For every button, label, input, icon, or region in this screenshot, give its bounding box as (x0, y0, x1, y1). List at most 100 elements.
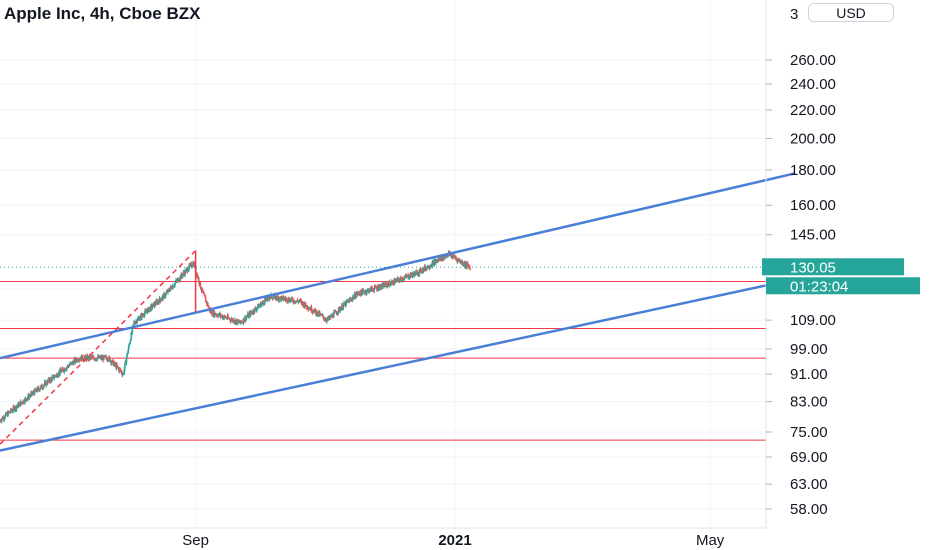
candle-body (388, 281, 391, 284)
candle-body (353, 296, 355, 299)
candle-body (354, 297, 357, 299)
candle-body (313, 310, 315, 313)
candle-body (141, 313, 144, 316)
candle-body (222, 317, 225, 319)
candle-body (59, 369, 61, 375)
candle-body (82, 359, 85, 361)
candle-body (154, 304, 157, 306)
candle-body (262, 301, 264, 303)
candle-body (217, 314, 220, 317)
candle-body (372, 290, 375, 292)
candle-body (356, 293, 359, 295)
candle-body (65, 367, 68, 370)
candle-body (169, 288, 171, 292)
last-price-badge (762, 258, 904, 276)
candle-body (378, 286, 380, 290)
channel-lower-line[interactable] (0, 277, 796, 452)
candle-body (139, 315, 142, 319)
candle-body (397, 278, 400, 281)
candle-body (335, 310, 337, 313)
candle-body (43, 384, 45, 386)
candle-body (342, 308, 344, 310)
candle-body (373, 288, 376, 292)
time-axis[interactable]: Sep 2021 May (182, 532, 725, 549)
candle-body (61, 368, 64, 370)
candle-body (62, 369, 65, 372)
candle-body (39, 388, 42, 390)
candle-body (351, 298, 354, 301)
candle-body (287, 301, 289, 303)
candle-body (394, 282, 396, 284)
candle-body (185, 269, 187, 273)
candle-body (233, 322, 236, 324)
candle-body (196, 274, 199, 279)
candle-body (160, 300, 162, 302)
candle-body (48, 378, 51, 382)
candle-body (370, 287, 373, 292)
candle-body (177, 278, 180, 282)
candle-body (130, 332, 133, 340)
candle-body (283, 299, 285, 301)
candle-body (23, 402, 26, 404)
candle-body (68, 364, 71, 366)
candle-body (133, 321, 136, 324)
candle-body (45, 381, 48, 384)
candle-body (328, 317, 331, 319)
candle-body (42, 385, 45, 388)
candle-body (453, 255, 456, 257)
candle-body (66, 367, 68, 369)
candle-body (403, 279, 405, 281)
candle-body (64, 368, 66, 371)
candle-body (129, 339, 132, 342)
candle-body (152, 303, 154, 307)
horizontal-levels (0, 281, 766, 441)
candle-body (229, 318, 231, 321)
candle-body (245, 317, 248, 319)
candle-body (69, 362, 72, 364)
candle-body (452, 257, 455, 259)
candle-body (446, 256, 449, 258)
candle-body (452, 255, 454, 259)
candle-body (112, 360, 115, 366)
y-tick-label: 260.00 (790, 52, 836, 69)
candle-body (18, 403, 20, 407)
candle-body (155, 300, 158, 305)
candle-body (170, 286, 172, 288)
candle-body (219, 313, 222, 317)
candle-body (385, 282, 388, 284)
candle-body (75, 358, 77, 361)
y-tick-label: 109.00 (790, 312, 836, 329)
candle-body (462, 261, 464, 265)
candle-body (151, 304, 153, 308)
candle-body (164, 295, 167, 298)
candle-body (118, 368, 121, 372)
candle-body (269, 297, 271, 299)
candle-body (334, 311, 336, 313)
candle-body (400, 278, 403, 281)
candle-body (15, 406, 18, 410)
candle-body (381, 286, 383, 288)
candle-body (348, 299, 351, 303)
candle-body (466, 263, 469, 266)
price-axis[interactable]: 260.00 240.00 220.00 200.00 180.00 160.00 145.… (766, 6, 836, 518)
candle-body (112, 363, 115, 366)
chart-grid (0, 0, 766, 528)
candle-body (393, 279, 396, 284)
candle-body (158, 297, 161, 304)
y-tick-label: 240.00 (790, 76, 836, 93)
candle-body (460, 261, 462, 264)
channel-upper-line[interactable] (0, 172, 796, 360)
currency-button[interactable]: USD (808, 3, 894, 22)
candle-body (288, 298, 290, 302)
dashed-trend-line[interactable] (0, 250, 197, 445)
candle-body (315, 310, 318, 316)
candle-body (224, 316, 227, 318)
candle-body (132, 324, 135, 326)
candle-body (105, 356, 108, 359)
candle-body (92, 356, 95, 359)
candle-body (26, 397, 29, 400)
candle-body (136, 318, 139, 322)
candle-body (71, 361, 74, 365)
last-price-label: 130.05 (790, 259, 836, 276)
